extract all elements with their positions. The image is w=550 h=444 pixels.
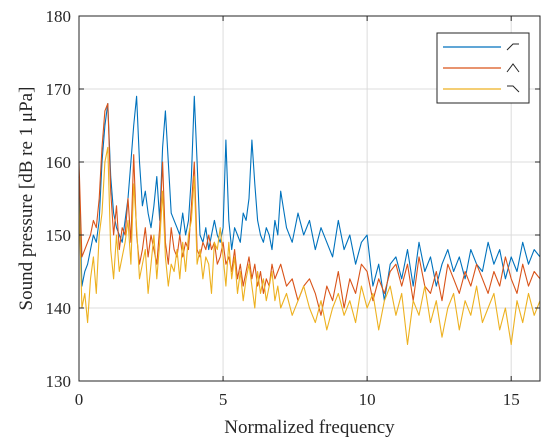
legend-glyph-peaked-icon bbox=[506, 63, 520, 73]
y-tick-label: 160 bbox=[46, 153, 72, 172]
ticks bbox=[78, 15, 540, 382]
y-axis-title: Sound pressure [dB re 1 μPa] bbox=[16, 87, 37, 311]
y-tick-label: 170 bbox=[46, 80, 72, 99]
x-tick-label: 0 bbox=[75, 390, 84, 409]
legend-glyph-falling-icon bbox=[507, 85, 520, 93]
series-lines bbox=[78, 95, 541, 346]
series-line-3 bbox=[78, 146, 541, 346]
tick-labels: 130 140 150 160 170 180 0 5 10 15 bbox=[46, 7, 520, 409]
legend-glyph-rising-icon bbox=[506, 43, 519, 51]
x-tick-label: 5 bbox=[219, 390, 228, 409]
series-line-2 bbox=[78, 103, 541, 316]
x-tick-label: 15 bbox=[503, 390, 520, 409]
x-axis-title: Normalized frequency bbox=[224, 417, 395, 438]
y-tick-label: 150 bbox=[46, 226, 72, 245]
y-tick-label: 130 bbox=[46, 372, 72, 391]
x-tick-label: 10 bbox=[359, 390, 376, 409]
legend bbox=[436, 32, 530, 104]
y-tick-label: 140 bbox=[46, 299, 72, 318]
y-tick-label: 180 bbox=[46, 7, 72, 26]
grid bbox=[79, 16, 540, 381]
series-line-1 bbox=[78, 95, 541, 302]
axes-box bbox=[78, 15, 541, 382]
